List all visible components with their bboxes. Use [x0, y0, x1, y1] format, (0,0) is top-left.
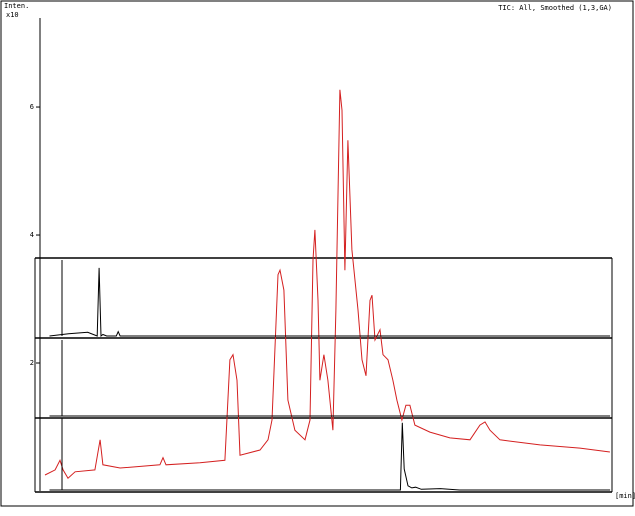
trace	[49, 267, 611, 338]
y-tick-label: 2	[30, 359, 34, 367]
y-axis-label: Inten.	[4, 2, 29, 10]
chart-title: TIC: All, Smoothed (1,3,GA)	[498, 4, 612, 12]
trace	[49, 422, 611, 491]
trace	[44, 89, 610, 479]
x-axis-label: [min]	[615, 492, 635, 500]
y-tick-label: 4	[30, 231, 34, 239]
y-tick-label: 6	[30, 103, 34, 111]
y-unit: x10	[6, 11, 19, 19]
